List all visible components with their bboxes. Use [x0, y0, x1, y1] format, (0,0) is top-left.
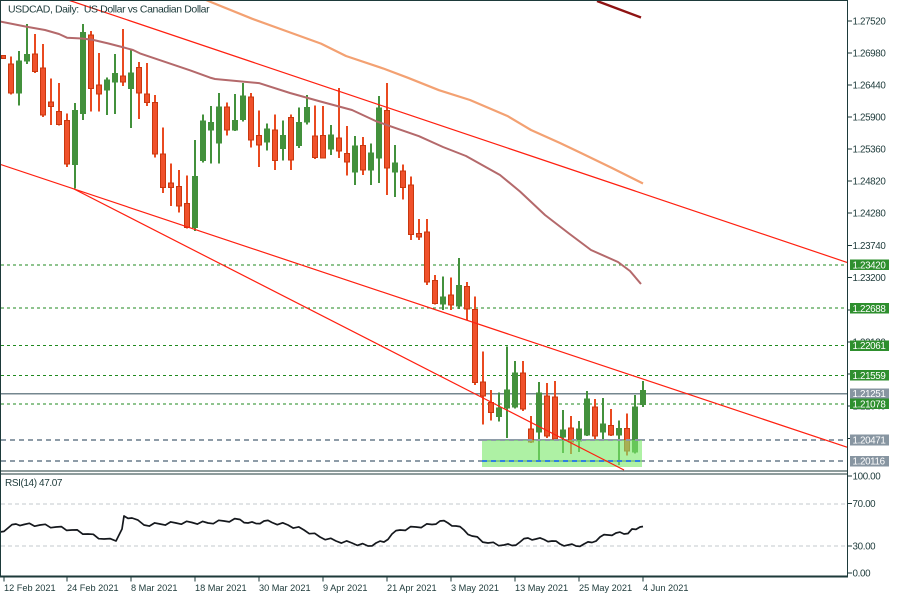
svg-text:100.00: 100.00 [853, 472, 882, 483]
svg-text:RSI(14) 47.07: RSI(14) 47.07 [5, 478, 63, 489]
svg-text:1.25900: 1.25900 [853, 113, 887, 124]
svg-text:70.00: 70.00 [853, 499, 877, 510]
svg-text:9 Apr 2021: 9 Apr 2021 [323, 583, 367, 593]
svg-text:13 May 2021: 13 May 2021 [515, 583, 568, 593]
svg-text:1.23420: 1.23420 [853, 260, 887, 271]
svg-text:1.20471: 1.20471 [853, 436, 886, 447]
svg-text:1.26980: 1.26980 [853, 49, 887, 60]
svg-text:1.22061: 1.22061 [853, 341, 886, 352]
svg-text:1.21251: 1.21251 [853, 389, 886, 400]
svg-text:3 May 2021: 3 May 2021 [451, 583, 499, 593]
svg-text:1.26440: 1.26440 [853, 81, 887, 92]
svg-text:30 Mar 2021: 30 Mar 2021 [259, 583, 311, 593]
svg-text:25 May 2021: 25 May 2021 [579, 583, 632, 593]
svg-text:1.21078: 1.21078 [853, 399, 887, 410]
svg-text:1.27520: 1.27520 [853, 17, 887, 28]
svg-text:8 Mar 2021: 8 Mar 2021 [131, 583, 177, 593]
svg-text:24 Feb 2021: 24 Feb 2021 [67, 583, 119, 593]
svg-text:1.21559: 1.21559 [853, 371, 886, 382]
svg-text:18 Mar 2021: 18 Mar 2021 [195, 583, 247, 593]
svg-text:1.22688: 1.22688 [853, 304, 887, 315]
svg-text:0.00: 0.00 [853, 569, 872, 580]
svg-text:1.25360: 1.25360 [853, 145, 887, 156]
svg-text:21 Apr 2021: 21 Apr 2021 [387, 583, 437, 593]
svg-text:1.20116: 1.20116 [853, 457, 886, 468]
svg-text:1.24820: 1.24820 [853, 177, 887, 188]
svg-text:30.00: 30.00 [853, 542, 877, 553]
svg-text:12 Feb 2021: 12 Feb 2021 [4, 583, 56, 593]
svg-text:1.24280: 1.24280 [853, 209, 887, 220]
svg-text:1.23740: 1.23740 [853, 241, 887, 252]
svg-text:4 Jun 2021: 4 Jun 2021 [643, 583, 688, 593]
svg-text:USDCAD, Daily: US Dollar vs C: USDCAD, Daily: US Dollar vs Canadian Dol… [8, 4, 210, 16]
svg-text:1.23200: 1.23200 [853, 273, 887, 284]
